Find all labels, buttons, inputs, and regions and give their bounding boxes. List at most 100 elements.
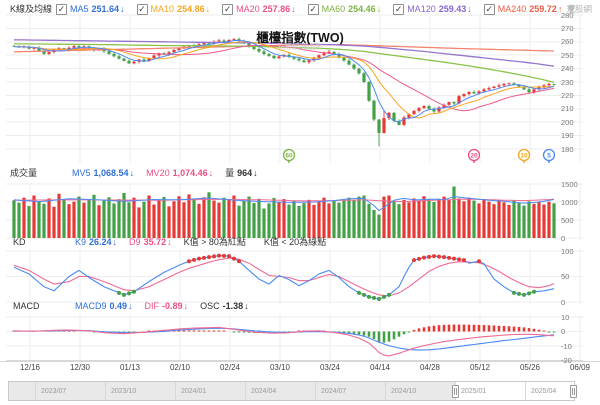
timeline-label: 2024/01 [181, 388, 207, 395]
ma10-value: 254.86 [177, 4, 205, 14]
timeline-unselected-region[interactable] [9, 382, 456, 400]
axis-tick-label: 10 [561, 312, 570, 322]
date-tick-label: 05/26 [519, 363, 541, 372]
price-chart-panel[interactable]: 60 20 10 5 [0, 14, 600, 163]
watermark: 玩股網 玩股網 [278, 44, 322, 51]
kd-note-green: K值 < 20為綠點 [263, 237, 327, 247]
timeline-tick [175, 382, 176, 400]
timeline-label: 2024/07 [321, 388, 347, 395]
svg-text:10: 10 [520, 152, 528, 159]
mv20-arrow-icon: ↓ [208, 168, 214, 178]
kd-legend-row: KD K9 26.24 ↓ D9 35.72 ↓ K值 > 80為紅點 K值 < 20為… [13, 238, 344, 247]
timeline-handle-right[interactable] [570, 384, 577, 398]
svg-text:60: 60 [285, 152, 293, 159]
date-tick-label: 04/14 [369, 363, 391, 372]
ma5-arrow-icon: ↓ [120, 4, 125, 14]
mv5-arrow-icon: ↓ [129, 168, 135, 178]
volume-legend-row: 成交量 MV5 1,068.54 ↓ MV20 1,074.46 ↓ 量 964 ↓ [10, 169, 270, 178]
macd-chart-panel[interactable] [0, 315, 600, 362]
timeline-label: 2024/10 [391, 388, 417, 395]
axis-tick-label: 0 [561, 297, 566, 307]
macd-legend-row: MACD MACD9 0.49 ↓ DIF -0.89 ↓ OSC -1.38 ↓ [13, 302, 261, 311]
timeline-tick [385, 382, 386, 400]
ma120-arrow-icon: ↓ [467, 4, 472, 14]
ma120-value: 259.43 [438, 4, 467, 14]
timeline-tick [245, 382, 246, 400]
trophy-icon [567, 4, 577, 14]
ma20-checkbox[interactable]: ✓ [222, 3, 234, 15]
ma240-value: 259.72 [529, 4, 557, 14]
date-tick-label: 02/10 [169, 363, 191, 372]
ma5-checkbox[interactable]: ✓ [56, 3, 67, 15]
legend-mv5: MV5 1,068.54 ↓ [72, 168, 135, 178]
date-tick-label: 06/09 [569, 363, 591, 372]
ma10-checkbox[interactable]: ✓ [136, 3, 148, 15]
macd9-arrow-icon: ↓ [128, 301, 133, 311]
wantgoo-logo: 玩股網 [566, 3, 592, 15]
timeline-label: 2023/07 [41, 388, 67, 395]
dif-arrow-icon: ↓ [183, 301, 189, 311]
timeline-tick [525, 382, 526, 400]
legend-d9: D9 35.72 ↓ [129, 237, 172, 247]
qty-arrow-icon: ↓ [253, 168, 258, 178]
ma60-checkbox[interactable]: ✓ [307, 3, 319, 15]
date-tick-label: 12/16 [19, 363, 41, 372]
svg-text:20: 20 [470, 152, 478, 159]
panel-label-volume: 成交量 [10, 168, 38, 178]
legend-ma240: ✓ MA240 259.72 ↑ [483, 3, 563, 15]
ma120-checkbox[interactable]: ✓ [393, 3, 405, 15]
timeline-tick [105, 382, 106, 400]
panel-label-kline: K線及均線 [10, 4, 53, 14]
axis-tick-label: 1000 [561, 197, 578, 207]
axis-tick-label: 250 [561, 50, 574, 60]
ma120-label: MA120 [407, 4, 436, 14]
legend-dif: DIF -0.89 ↓ [144, 301, 189, 311]
chart-title: 櫃檯指數(TWO) [256, 31, 344, 45]
legend-ma60: ✓ MA60 254.46 ↓ [307, 3, 382, 15]
panel-label-kd: KD [13, 237, 26, 247]
ma240-label: MA240 [497, 4, 527, 14]
ma10-arrow-icon: ↓ [205, 4, 211, 14]
timeline-range-selector[interactable]: 2023/07 2023/10 2024/01 2024/04 2024/07 2024/… [8, 381, 577, 401]
date-tick-label: 03/24 [319, 363, 341, 372]
svg-text:5: 5 [547, 152, 551, 159]
axis-tick-label: 280 [561, 10, 574, 20]
ma240-checkbox[interactable]: ✓ [483, 3, 495, 15]
axis-tick-label: 50 [561, 272, 570, 281]
axis-tick-label: 260 [561, 37, 574, 47]
date-tick-label: 01/13 [119, 363, 141, 372]
timeline-label: 2025/04 [531, 388, 557, 395]
legend-macd9: MACD9 0.49 ↓ [75, 301, 133, 311]
panel-label-macd: MACD [13, 301, 40, 311]
date-tick-label: 03/10 [269, 363, 291, 372]
volume-chart-panel[interactable] [0, 183, 600, 240]
axis-tick-label: 230 [561, 77, 574, 87]
ma20-label: MA20 [236, 4, 260, 14]
ma20-value: 257.86 [262, 4, 291, 14]
ma60-value: 254.46 [348, 4, 376, 14]
ma240-arrow-icon: ↑ [557, 4, 563, 14]
axis-tick-label: 210 [561, 104, 574, 114]
axis-tick-label: 100 [561, 246, 574, 256]
ma20-arrow-icon: ↓ [291, 4, 296, 14]
timeline-handle-left[interactable] [452, 384, 459, 398]
axis-tick-label: -20 [561, 356, 572, 365]
legend-osc: OSC -1.38 ↓ [200, 301, 249, 311]
timeline-label: 2024/04 [251, 388, 277, 395]
axis-tick-label: 500 [561, 215, 574, 225]
axis-tick-label: -10 [561, 341, 572, 351]
ma60-arrow-icon: ↓ [376, 4, 382, 14]
axis-separator [0, 361, 600, 362]
axis-tick-label: 1500 [561, 179, 578, 189]
k9-arrow-icon: ↓ [112, 237, 118, 247]
timeline-tick [315, 382, 316, 400]
kd-note-red: K值 > 80為紅點 [183, 237, 246, 247]
timeline-label: 2023/10 [111, 388, 137, 395]
axis-tick-label: 270 [561, 23, 574, 33]
legend-ma120: ✓ MA120 259.43 ↓ [393, 4, 472, 15]
kd-chart-panel[interactable] [0, 249, 600, 304]
date-tick-label: 05/12 [469, 363, 491, 372]
legend-mv20: MV20 1,074.46 ↓ [146, 168, 214, 178]
axis-tick-label: 190 [561, 131, 574, 141]
